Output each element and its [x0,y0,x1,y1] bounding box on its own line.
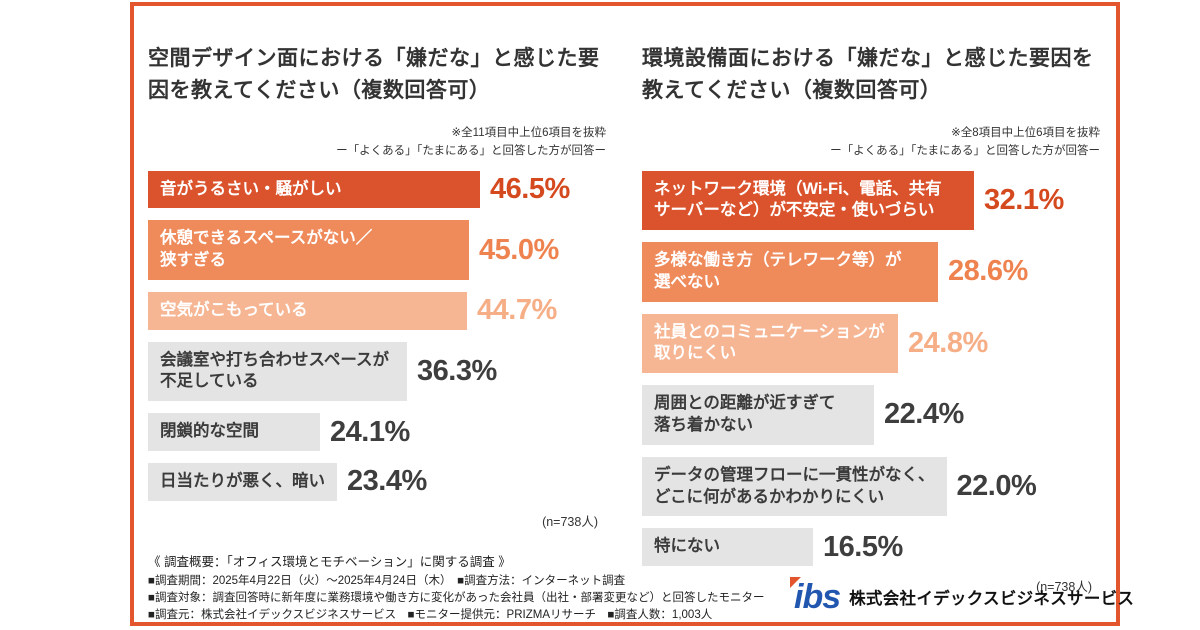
bar-category-label: ネットワーク環境（Wi-Fi、電話、共有 サーバーなど）が不安定・使いづらい [654,179,942,220]
bar-value-label: 46.5% [490,173,570,205]
bar: 音がうるさい・騒がしい [148,170,480,209]
bar: 閉鎖的な空間 [148,413,320,451]
bar: ネットワーク環境（Wi-Fi、電話、共有 サーバーなど）が不安定・使いづらい [642,170,974,231]
bar: データの管理フローに一貫性がなく、 どこに何があるかわかりにくい [642,456,947,517]
survey-overview-heading: 《 調査概要：「オフィス環境とモチベーション」に関する調査 》 [148,555,511,569]
bar: 日当たりが悪く、暗い [148,462,337,501]
bar-value-label: 16.5% [823,530,903,563]
bar-value-label: 28.6% [948,255,1028,288]
bar-row: 閉鎖的な空間 24.1% [148,413,606,451]
bar: 空気がこもっている [148,291,467,330]
bar: 特にない [642,528,813,567]
bar-row: 日当たりが悪く、暗い 23.4% [148,462,606,501]
ibs-logo: ibs [790,577,841,616]
bar-row: 特にない 16.5% [642,528,1100,567]
bar-value-label: 23.4% [347,465,427,498]
note-respondents: ー「よくある」「たまにある」と回答した方が回答ー [830,145,1100,158]
bar-row: 周囲との距離が近すぎて 落ち着かない 22.4% [642,385,1100,445]
bar: 会議室や打ち合わせスペースが 不足している [148,341,407,402]
chart-notes: ※全8項目中上位6項目を抜粋 ー「よくある」「たまにある」と回答した方が回答ー [642,124,1100,161]
bar-value-label: 24.1% [330,415,410,448]
bar-value-label: 22.0% [956,470,1037,503]
bar-row: 空気がこもっている 44.7% [148,291,606,330]
logo-accent-icon [790,577,801,588]
company-logo-block: ibs 株式会社イデックスビジネスサービス [790,577,1135,616]
bar-row: 社員とのコミュニケーションが 取りにくい 24.8% [642,313,1100,374]
bar-category-label: 社員とのコミュニケーションが 取りにくい [654,322,885,363]
sample-size-label: (n=738人) [542,514,598,529]
bar-category-label: 空気がこもっている [160,300,308,319]
bar-value-label: 22.4% [884,398,964,431]
survey-overview: 《 調査概要：「オフィス環境とモチベーション」に関する調査 》 ■調査期間：20… [148,553,796,624]
bar-category-label: 日当たりが悪く、暗い [160,471,325,490]
charts-area: 空間デザイン面における「嫌だな」と感じた要因を教えてください（複数回答可） ※全… [148,26,1100,595]
chart-title: 環境設備面における「嫌だな」と感じた要因を教えてください（複数回答可） [642,47,1094,102]
chart-space-design: 空間デザイン面における「嫌だな」と感じた要因を教えてください（複数回答可） ※全… [148,26,606,595]
sample-size-label: (n=738人) [1036,580,1092,595]
survey-target: ■調査対象：調査回答時に新年度に業務環境や働き方に変化があった会社員（出社・部署… [148,592,765,605]
bar-value-label: 24.8% [908,326,988,359]
bar-row: ネットワーク環境（Wi-Fi、電話、共有 サーバーなど）が不安定・使いづらい 32… [642,170,1100,231]
bar-row: 多様な働き方（テレワーク等）が 選べない 28.6% [642,242,1100,302]
bar-category-label: 特にない [654,537,720,556]
bar-category-label: 音がうるさい・騒がしい [160,179,342,198]
bar-value-label: 45.0% [479,233,559,266]
chart-title: 空間デザイン面における「嫌だな」と感じた要因を教えてください（複数回答可） [148,47,600,102]
company-name: 株式会社イデックスビジネスサービス [849,590,1135,608]
bar-row: 会議室や打ち合わせスペースが 不足している 36.3% [148,341,606,402]
bar-category-label: 会議室や打ち合わせスペースが 不足している [160,350,390,391]
bar-category-label: 閉鎖的な空間 [160,422,259,441]
bar: 社員とのコミュニケーションが 取りにくい [642,313,898,374]
bar-category-label: 周囲との距離が近すぎて 落ち着かない [654,394,836,434]
chart-notes: ※全11項目中上位6項目を抜粋 ー「よくある」「たまにある」と回答した方が回答ー [148,124,606,161]
bar-row: データの管理フローに一貫性がなく、 どこに何があるかわかりにくい 22.0% [642,456,1100,517]
bar-category-label: データの管理フローに一貫性がなく、 どこに何があるかわかりにくい [654,465,935,506]
bar-list: 音がうるさい・騒がしい 46.5% 休憩できるスペースがない／ 狭すぎる 45.0% 空… [148,170,606,501]
note-extract: ※全11項目中上位6項目を抜粋 [451,126,606,139]
bar-category-label: 多様な働き方（テレワーク等）が 選べない [654,251,902,291]
note-extract: ※全8項目中上位6項目を抜粋 [951,126,1100,139]
bar-list: ネットワーク環境（Wi-Fi、電話、共有 サーバーなど）が不安定・使いづらい 32… [642,170,1100,567]
bar-value-label: 44.7% [477,294,557,327]
bar-value-label: 32.1% [984,183,1064,216]
note-respondents: ー「よくある」「たまにある」と回答した方が回答ー [336,145,606,158]
bar-row: 休憩できるスペースがない／ 狭すぎる 45.0% [148,220,606,280]
bar: 休憩できるスペースがない／ 狭すぎる [148,220,469,280]
survey-period-method: ■調査期間：2025年4月22日（火）〜2025年4月24日（木） ■調査方法：… [148,575,626,588]
bar-row: 音がうるさい・騒がしい 46.5% [148,170,606,209]
bar: 周囲との距離が近すぎて 落ち着かない [642,385,874,445]
logo-mark-text: ibs [794,578,841,616]
bar: 多様な働き方（テレワーク等）が 選べない [642,242,938,302]
chart-facilities: 環境設備面における「嫌だな」と感じた要因を教えてください（複数回答可） ※全8項… [642,26,1100,595]
bar-value-label: 36.3% [417,354,497,387]
bar-category-label: 休憩できるスペースがない／ 狭すぎる [160,229,373,270]
survey-source: ■調査元：株式会社イデックスビジネスサービス ■モニター提供元：PRIZMAリサ… [148,608,713,621]
